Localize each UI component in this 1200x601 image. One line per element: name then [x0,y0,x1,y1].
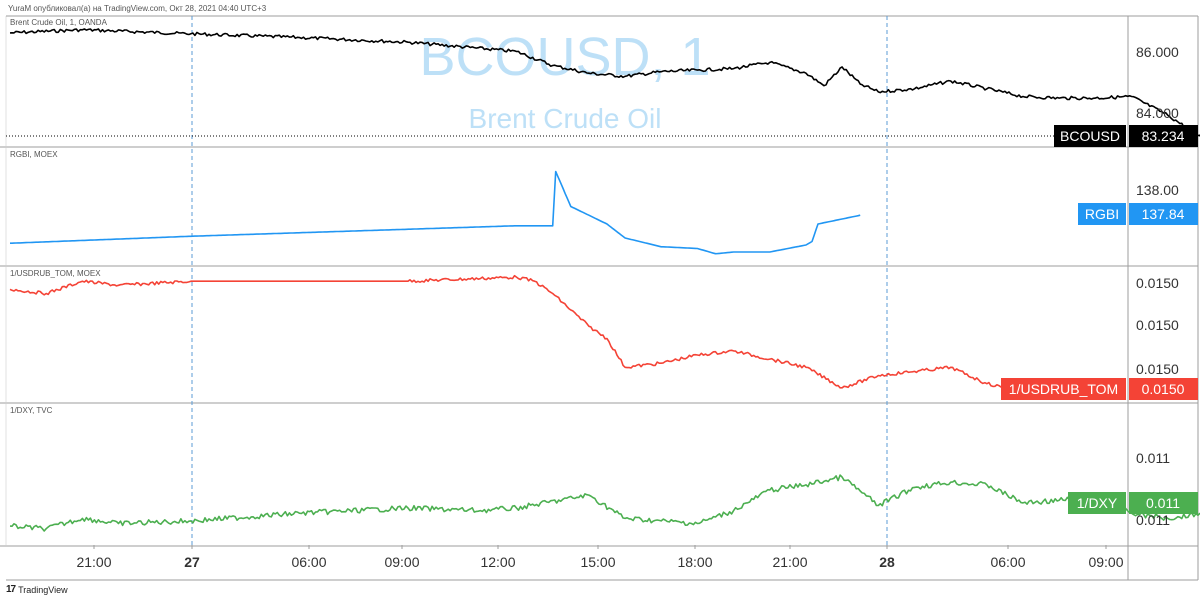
footer-brand[interactable]: 17 TradingView [6,584,68,595]
pane-label: 1/USDRUB_TOM, MOEX [10,269,101,278]
watermark-symbol: BCOUSD, 1 [419,27,710,87]
badge-label-bg [1078,203,1126,225]
time-tick-label: 21:00 [772,554,807,570]
badge-label-bg [1054,125,1126,147]
last-value-badge[interactable]: 1/DXY 0.011 [1068,492,1198,514]
badge-label-bg [1001,378,1126,400]
time-tick-label: 06:00 [990,554,1025,570]
time-tick-label: 18:00 [677,554,712,570]
badge-label-bg [1068,492,1126,514]
footer-brand-label: TradingView [18,584,68,595]
watermark-name: Brent Crude Oil [469,103,662,134]
time-tick-label: 21:00 [76,554,111,570]
time-tick-label: 12:00 [480,554,515,570]
badge-value: 137.84 [1142,206,1185,222]
price-tick-label: 84.000 [1136,105,1179,121]
badge-value-bg [1129,378,1198,400]
series-line [9,474,1200,532]
price-tick-label: 86.000 [1136,44,1179,60]
price-tick-label: 0.0150 [1136,317,1179,333]
chart-frame [0,15,1199,581]
time-tick-label: 06:00 [291,554,326,570]
time-tick-label: 28 [879,554,895,570]
badge-label: BCOUSD [1060,128,1120,144]
pane-label: RGBI, MOEX [10,150,58,159]
series-line [9,274,1060,395]
badge-value: 0.0150 [1142,381,1185,397]
badge-label: RGBI [1085,206,1119,222]
badge-value: 0.011 [1146,495,1180,511]
last-value-badge[interactable]: RGBI 137.84 [1078,203,1198,225]
price-tick-label: 138.00 [1136,182,1179,198]
publisher-line: YuraM опубликовал(а) на TradingView.com,… [8,4,267,13]
last-value-badge[interactable]: BCOUSD 83.234 [1054,125,1198,147]
badge-label: 1/DXY [1077,495,1118,511]
time-tick-label: 09:00 [1088,554,1123,570]
time-tick-label: 09:00 [384,554,419,570]
badge-label: 1/USDRUB_TOM [1009,381,1118,397]
price-tick-label: 0.011 [1136,450,1170,466]
pane-label: Brent Crude Oil, 1, OANDA [10,18,108,27]
last-value-badge[interactable]: 1/USDRUB_TOM 0.0150 [1001,378,1198,400]
badge-value-bg [1129,125,1198,147]
tradingview-logo-icon: 17 [6,584,16,595]
series-line [9,28,1200,137]
time-tick-label: 27 [184,554,200,570]
price-tick-label: 0.011 [1136,512,1170,528]
badge-value: 83.234 [1142,128,1185,144]
price-tick-label: 0.0150 [1136,275,1179,291]
price-tick-label: 0.0150 [1136,361,1179,377]
pane-label: 1/DXY, TVC [10,406,53,415]
badge-value-bg [1129,492,1198,514]
series-line [10,170,861,255]
series-layer [6,28,1200,532]
badge-value-bg [1129,203,1198,225]
time-tick-label: 15:00 [580,554,615,570]
axis-layer: Brent Crude Oil, 1, OANDA 86.000 84.000 BCO… [10,18,1198,570]
